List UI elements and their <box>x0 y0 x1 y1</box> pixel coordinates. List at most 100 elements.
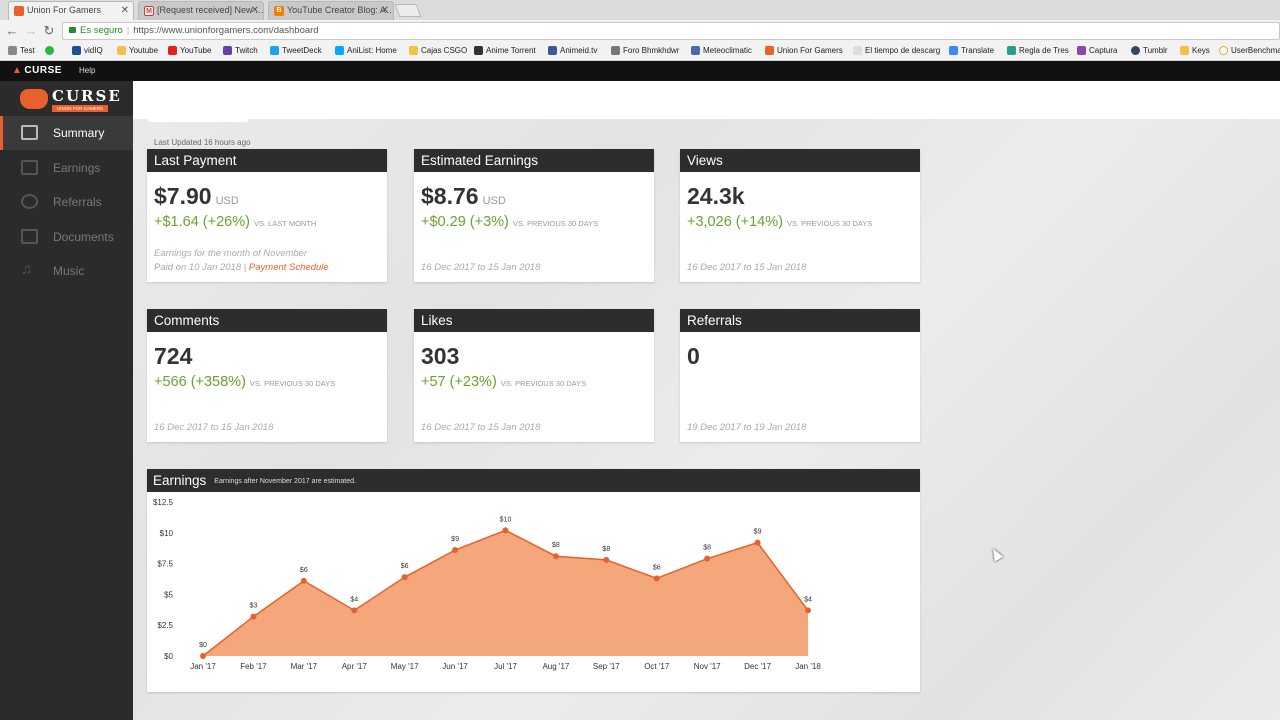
app-top-bar: ▲ CURSE Help <box>0 61 1280 81</box>
bookmark-label: AniList: Home <box>347 46 397 55</box>
bookmark-label: UserBenchma <box>1231 46 1280 55</box>
y-tick-label: $7.5 <box>157 560 173 569</box>
data-point <box>603 556 610 563</box>
change-text: +566 (+358%) <box>154 374 246 390</box>
y-tick-label: $0 <box>164 652 173 661</box>
sidebar-item-label: Summary <box>53 126 105 140</box>
brand-label: CURSE <box>24 65 62 76</box>
card-value: 303 <box>421 343 460 369</box>
card-value: 24.3k <box>687 183 745 209</box>
reload-icon[interactable]: ↻ <box>43 23 55 38</box>
value-text: $8.76 <box>421 183 479 209</box>
bookmark-captura[interactable]: Captura <box>1077 42 1117 60</box>
bookmark-meteoclimatic[interactable]: Meteoclimatic <box>691 42 752 60</box>
x-tick-label: Oct '17 <box>644 662 670 671</box>
bookmark-keys[interactable]: Keys <box>1180 42 1210 60</box>
bookmark-animeid[interactable]: Animeid.tv <box>548 42 597 60</box>
bookmark-regla[interactable]: Regla de Tres <box>1007 42 1069 60</box>
sidebar-item-music[interactable]: ♫ Music <box>0 254 133 288</box>
data-label: $8 <box>703 545 711 552</box>
header-tab <box>148 114 248 122</box>
tumblr-icon <box>1131 46 1140 55</box>
page-icon <box>853 46 862 55</box>
bookmark-anime-torrent[interactable]: Anime Torrent <box>474 42 536 60</box>
apps-icon <box>8 46 17 55</box>
bookmark-youtube-folder[interactable]: Youtube <box>117 42 158 60</box>
bookmark-foro[interactable]: Foro Bhmkhdwr <box>611 42 679 60</box>
card-title: Comments <box>147 309 387 332</box>
bookmark-union[interactable]: Union For Gamers <box>765 42 843 60</box>
help-link[interactable]: Help <box>79 66 96 75</box>
curse-brand[interactable]: ▲ CURSE <box>12 65 62 76</box>
card-value: 724 <box>154 343 193 369</box>
forum-icon <box>611 46 620 55</box>
twitch-icon <box>223 46 232 55</box>
bookmark-youtube[interactable]: YouTube <box>168 42 211 60</box>
bookmark-label: El tiempo de descarg <box>865 46 941 55</box>
sidebar-item-referrals[interactable]: Referrals <box>0 185 133 219</box>
sidebar-item-summary[interactable]: Summary <box>0 116 133 150</box>
bookmark-userbenchmark[interactable]: UserBenchma <box>1219 42 1280 60</box>
pen-icon <box>1077 46 1086 55</box>
bookmark-cajas[interactable]: Cajas CSGO <box>409 42 467 60</box>
bookmark-test[interactable]: Test <box>8 42 35 60</box>
address-bar: ← → ↻ Es seguro | https://www.unionforgame… <box>0 20 1280 42</box>
card-title: Last Payment <box>147 149 387 172</box>
close-icon[interactable]: ✕ <box>380 5 389 16</box>
logo-word: CURSE <box>52 87 122 105</box>
card-date-range: 16 Dec 2017 to 15 Jan 2018 <box>154 422 274 433</box>
browser-tab-blogger[interactable]: B YouTube Creator Blog: A… ✕ <box>268 1 394 20</box>
data-label: $4 <box>804 596 812 603</box>
sidebar-item-documents[interactable]: Documents <box>0 220 133 254</box>
sidebar-item-label: Documents <box>53 230 114 244</box>
film-icon <box>21 125 38 140</box>
x-tick-label: Jul '17 <box>494 662 517 671</box>
value-text: $7.90 <box>154 183 212 209</box>
userbenchmark-icon <box>1219 46 1228 55</box>
data-label: $6 <box>401 563 409 570</box>
bookmark-label: YouTube <box>180 46 212 55</box>
bookmark-tweetdeck[interactable]: TweetDeck <box>270 42 322 60</box>
bookmark-tumblr[interactable]: Tumblr <box>1131 42 1168 60</box>
forward-icon[interactable]: → <box>24 23 38 38</box>
change-text: +3,026 (+14%) <box>687 214 783 230</box>
anilist-icon <box>335 46 344 55</box>
browser-tab-union[interactable]: Union For Gamers ✕ <box>8 1 134 20</box>
browser-tab-label: [Request received] New … <box>157 5 264 15</box>
card-title: Estimated Earnings <box>414 149 654 172</box>
y-tick-label: $2.5 <box>157 621 173 630</box>
bookmark-label: vidIQ <box>84 46 103 55</box>
new-tab-button[interactable] <box>394 4 422 17</box>
payment-schedule-link[interactable]: Payment Schedule <box>248 262 329 273</box>
close-icon[interactable]: ✕ <box>120 5 129 16</box>
bookmark-tiempo[interactable]: El tiempo de descarg <box>853 42 940 60</box>
x-tick-label: Aug '17 <box>542 662 569 671</box>
bookmark-vidiq[interactable]: vidIQ <box>72 42 103 60</box>
data-label: $6 <box>300 567 308 574</box>
x-tick-label: Sep '17 <box>593 662 620 671</box>
back-icon[interactable]: ← <box>5 23 19 38</box>
change-text: +$1.64 (+26%) <box>154 214 250 230</box>
card-change: +566 (+358%) VS. PREVIOUS 30 DAYS <box>154 374 335 390</box>
bookmark-translate[interactable]: Translate <box>949 42 994 60</box>
x-tick-label: May '17 <box>391 662 419 671</box>
calculator-icon <box>1007 46 1016 55</box>
bookmark-twitch[interactable]: Twitch <box>223 42 258 60</box>
data-label: $4 <box>350 596 358 603</box>
browser-tab-gmail[interactable]: M [Request received] New … ✕ <box>138 1 264 20</box>
bookmark-anilist[interactable]: AniList: Home <box>335 42 397 60</box>
data-label: $9 <box>451 536 459 543</box>
card-date-range: 16 Dec 2017 to 15 Jan 2018 <box>421 422 541 433</box>
users-icon <box>21 194 38 209</box>
earnings-area <box>203 530 808 656</box>
x-tick-label: Jan '18 <box>795 662 821 671</box>
sidebar-item-earnings[interactable]: Earnings <box>0 151 133 185</box>
data-point <box>300 577 307 584</box>
curse-logo[interactable]: CURSE UNION FOR GAMERS <box>20 87 120 112</box>
gamepad-icon <box>20 89 48 109</box>
url-input[interactable]: Es seguro | https://www.unionforgamers.com… <box>62 22 1280 40</box>
close-icon[interactable]: ✕ <box>250 5 259 16</box>
comparison-text: VS. PREVIOUS 30 DAYS <box>786 219 873 228</box>
bookmark-label: Animeid.tv <box>560 46 598 55</box>
music-note-icon: ♫ <box>21 261 33 278</box>
